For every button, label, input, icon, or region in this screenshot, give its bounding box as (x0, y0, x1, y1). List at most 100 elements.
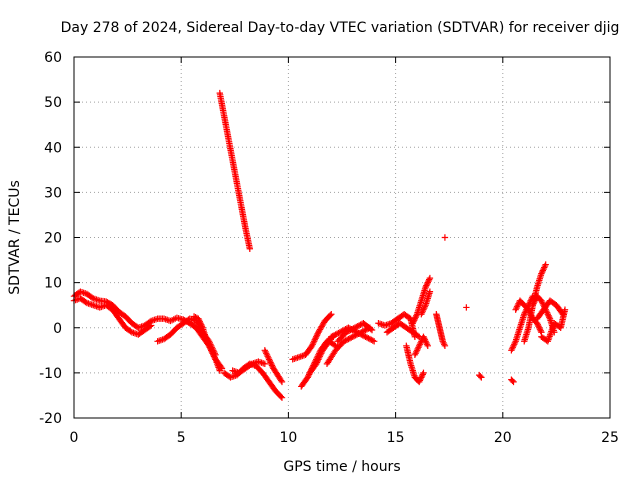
data-point (409, 320, 416, 327)
data-point-interp (338, 328, 345, 335)
y-tick-label: 10 (44, 276, 62, 292)
data-point-interp (414, 332, 422, 340)
data-point-interp (88, 294, 96, 301)
data-point (208, 347, 215, 354)
data-point-interp (247, 361, 254, 368)
data-point-interp (424, 279, 431, 286)
x-tick-label: 20 (494, 430, 512, 446)
data-point (521, 311, 528, 318)
series-track-8 (261, 347, 286, 386)
data-point (420, 369, 427, 377)
y-tick-label: 20 (44, 231, 62, 247)
data-point (349, 333, 356, 340)
data-point (351, 324, 359, 331)
data-point-interp (358, 331, 365, 338)
x-axis-label: GPS time / hours (283, 459, 400, 475)
data-point (415, 342, 423, 349)
data-point-interp (329, 332, 336, 340)
series-track-31 (538, 306, 569, 345)
data-point-interp (205, 341, 212, 348)
data-point-interp (313, 332, 321, 339)
data-point-interp (211, 354, 218, 362)
data-point-interp (425, 277, 432, 285)
y-tick-label: 40 (44, 140, 62, 156)
y-axis-label: SDTVAR / TECUs (7, 180, 23, 295)
data-point-interp (420, 335, 428, 342)
data-point-interp (327, 312, 334, 319)
y-tick-label: 50 (44, 95, 62, 111)
data-point-interp (412, 350, 419, 357)
data-point-interp (513, 303, 521, 310)
data-point-interp (335, 329, 342, 337)
x-tick-label: 0 (70, 430, 79, 446)
data-point-interp (310, 339, 317, 346)
data-point-interp (412, 314, 419, 321)
series-track-22 (441, 234, 449, 241)
series-track-25 (508, 376, 517, 386)
data-point-interp (531, 298, 538, 306)
data-point (538, 297, 545, 304)
series-track-30 (533, 297, 567, 322)
data-point-interp (511, 339, 519, 346)
data-point-interp (546, 314, 553, 321)
data-point-interp (356, 330, 364, 337)
data-point (362, 333, 369, 340)
data-point (278, 394, 286, 401)
data-point (424, 342, 431, 349)
data-point-interp (197, 320, 204, 327)
data-point-interp (531, 297, 539, 304)
data-point-interp (348, 326, 356, 333)
data-point-interp (354, 323, 361, 330)
data-point (415, 378, 423, 386)
y-tick-label: 30 (44, 185, 62, 201)
chart-title: Day 278 of 2024, Sidereal Day-to-day VTE… (61, 20, 620, 36)
data-point (426, 288, 434, 295)
series-track-23 (463, 304, 470, 311)
data-point-interp (536, 326, 544, 333)
data-point-interp (266, 357, 274, 365)
series-track-5 (216, 89, 254, 252)
data-point-interp (127, 328, 134, 335)
data-point-interp (350, 325, 357, 332)
series-track-24 (476, 371, 485, 381)
data-point-interp (315, 356, 322, 363)
data-point-interp (415, 344, 422, 351)
data-point (340, 338, 348, 345)
data-point-interp (367, 325, 374, 333)
y-tick-label: 60 (44, 50, 62, 66)
data-point (561, 306, 569, 313)
data-point-interp (209, 350, 216, 357)
data-point (308, 342, 316, 349)
data-point-interp (421, 336, 429, 343)
data-point-interp (544, 311, 552, 318)
data-point (261, 360, 269, 368)
data-point-interp (344, 328, 351, 335)
data-point-interp (314, 330, 321, 337)
data-point (313, 360, 320, 368)
data-point-interp (509, 377, 516, 384)
data-point-interp (413, 348, 420, 356)
data-point (278, 378, 286, 386)
data-point-interp (353, 323, 360, 331)
data-point (538, 270, 545, 277)
plot-frame (73, 56, 611, 419)
data-point-interp (277, 377, 285, 384)
data-point-interp (509, 344, 517, 351)
data-point-interp (365, 335, 372, 342)
data-point-interp (204, 339, 211, 346)
data-point (246, 245, 254, 252)
data-point-interp (207, 345, 214, 353)
data-point-interp (263, 350, 270, 357)
data-point-interp (411, 315, 419, 322)
data-point-interp (413, 347, 421, 354)
series-track-7 (229, 358, 269, 377)
data-point-interp (305, 372, 312, 380)
data-point (508, 347, 515, 354)
data-point (441, 342, 449, 349)
data-point-interp (267, 359, 274, 366)
data-point (304, 374, 311, 381)
data-point-interp (417, 339, 424, 346)
data-point-interp (423, 339, 430, 346)
data-point (328, 333, 335, 340)
data-point-interp (198, 321, 205, 328)
